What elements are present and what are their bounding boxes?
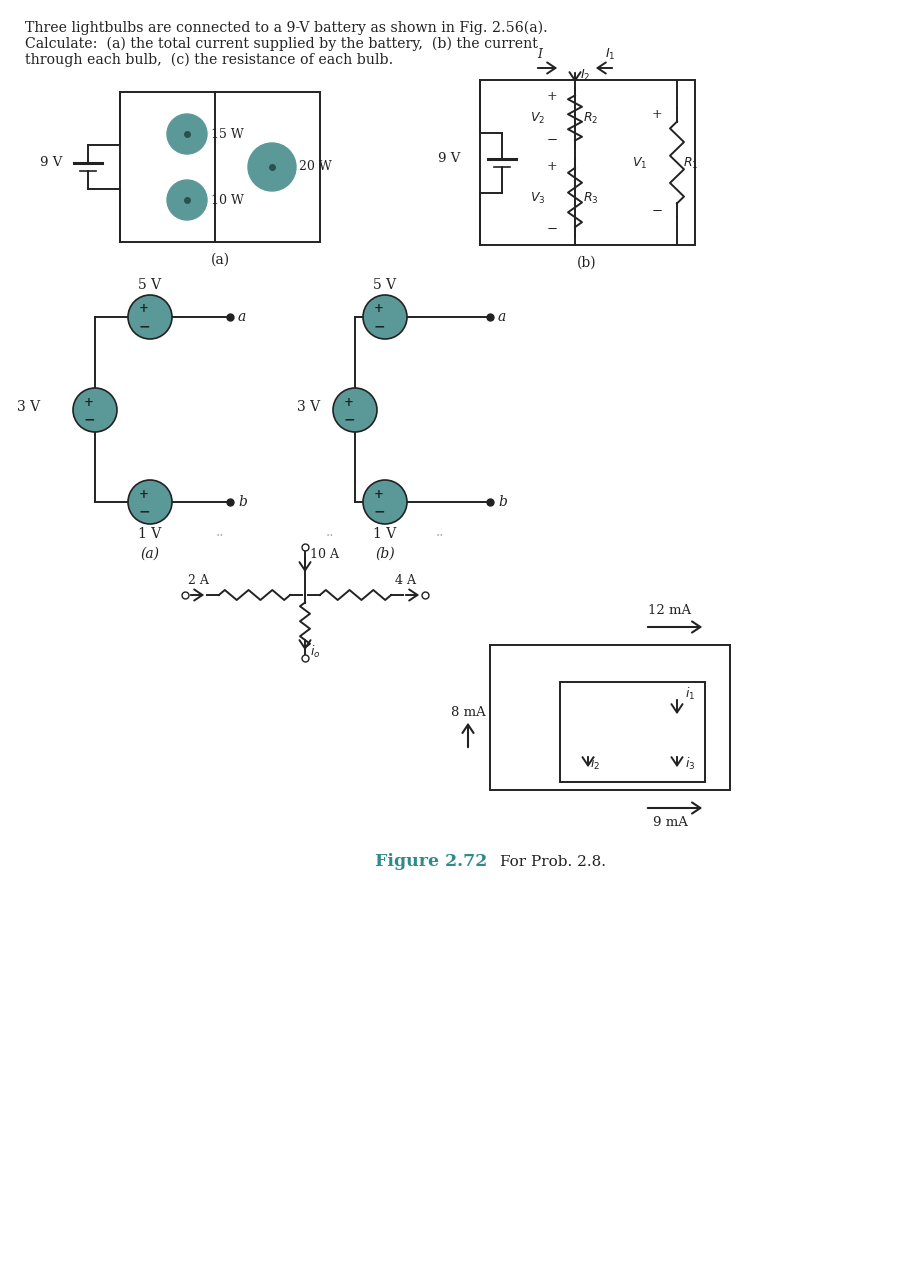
Text: through each bulb,  (c) the resistance of each bulb.: through each bulb, (c) the resistance of… — [25, 52, 394, 67]
Text: 9 mA: 9 mA — [652, 815, 687, 828]
Text: +: + — [547, 160, 557, 173]
Text: ..: .. — [436, 525, 444, 539]
Bar — [120, 92, 320, 242]
Text: 9 V: 9 V — [40, 156, 62, 169]
Text: +: + — [84, 396, 94, 408]
Text: $I_2$: $I_2$ — [580, 68, 590, 82]
Text: 3 V: 3 V — [17, 399, 40, 413]
Text: ..: .. — [326, 525, 334, 539]
Circle shape — [333, 388, 377, 431]
Text: (b): (b) — [578, 256, 597, 270]
Text: 5 V: 5 V — [373, 278, 396, 292]
Text: 2 A: 2 A — [188, 575, 209, 588]
Text: +: + — [374, 302, 384, 315]
Bar — [490, 645, 730, 790]
Text: $R_1$: $R_1$ — [683, 155, 699, 170]
Text: −: − — [83, 412, 95, 426]
Text: −: − — [652, 205, 663, 218]
Text: +: + — [374, 488, 384, 500]
Text: +: + — [140, 302, 149, 315]
Text: Calculate:  (a) the total current supplied by the battery,  (b) the current: Calculate: (a) the total current supplie… — [25, 37, 538, 51]
Text: +: + — [652, 108, 663, 120]
Circle shape — [128, 480, 172, 524]
Text: a: a — [498, 310, 506, 324]
Text: −: − — [547, 223, 558, 236]
Circle shape — [73, 388, 117, 431]
Circle shape — [167, 180, 207, 220]
Bar — [560, 682, 705, 782]
Text: $i_3$: $i_3$ — [685, 756, 696, 772]
Text: ..: .. — [215, 525, 225, 539]
Text: (b): (b) — [375, 547, 395, 561]
Text: −: − — [373, 319, 384, 333]
Text: +: + — [547, 90, 557, 102]
Text: For Prob. 2.8.: For Prob. 2.8. — [500, 855, 606, 869]
Text: $i_2$: $i_2$ — [590, 756, 600, 772]
Circle shape — [248, 143, 296, 191]
Text: −: − — [139, 504, 150, 518]
Text: 15 W: 15 W — [211, 128, 244, 141]
Text: $R_3$: $R_3$ — [583, 191, 599, 206]
Circle shape — [363, 294, 407, 339]
Circle shape — [363, 480, 407, 524]
Text: b: b — [238, 495, 247, 509]
Text: 10 W: 10 W — [211, 193, 244, 206]
Text: (a): (a) — [140, 547, 160, 561]
Circle shape — [128, 294, 172, 339]
Text: 4 A: 4 A — [395, 575, 416, 588]
Text: 1 V: 1 V — [139, 527, 162, 541]
Text: 12 mA: 12 mA — [649, 604, 691, 617]
Circle shape — [167, 114, 207, 154]
Text: $R_2$: $R_2$ — [583, 110, 599, 125]
Text: −: − — [547, 133, 558, 146]
Text: −: − — [139, 319, 150, 333]
Text: Three lightbulbs are connected to a 9-V battery as shown in Fig. 2.56(a).: Three lightbulbs are connected to a 9-V … — [25, 20, 548, 35]
Text: b: b — [498, 495, 507, 509]
Text: 10 A: 10 A — [310, 549, 339, 562]
Text: 5 V: 5 V — [139, 278, 162, 292]
Text: $I_1$: $I_1$ — [605, 46, 615, 61]
Text: (a): (a) — [211, 253, 229, 268]
Text: 1 V: 1 V — [373, 527, 396, 541]
Text: 8 mA: 8 mA — [451, 705, 485, 718]
Bar — [480, 79, 695, 244]
Text: 3 V: 3 V — [297, 399, 320, 413]
Text: +: + — [344, 396, 354, 408]
Text: $i_o$: $i_o$ — [310, 644, 321, 660]
Text: Figure 2.72: Figure 2.72 — [375, 854, 487, 870]
Text: $V_3$: $V_3$ — [529, 191, 545, 206]
Text: a: a — [238, 310, 247, 324]
Text: −: − — [373, 504, 384, 518]
Text: I: I — [537, 47, 542, 60]
Text: −: − — [343, 412, 355, 426]
Text: $V_2$: $V_2$ — [529, 110, 545, 125]
Text: $V_1$: $V_1$ — [632, 155, 647, 170]
Text: +: + — [140, 488, 149, 500]
Text: 9 V: 9 V — [438, 151, 460, 165]
Text: 20 W: 20 W — [299, 160, 332, 174]
Text: $i_1$: $i_1$ — [685, 686, 695, 701]
